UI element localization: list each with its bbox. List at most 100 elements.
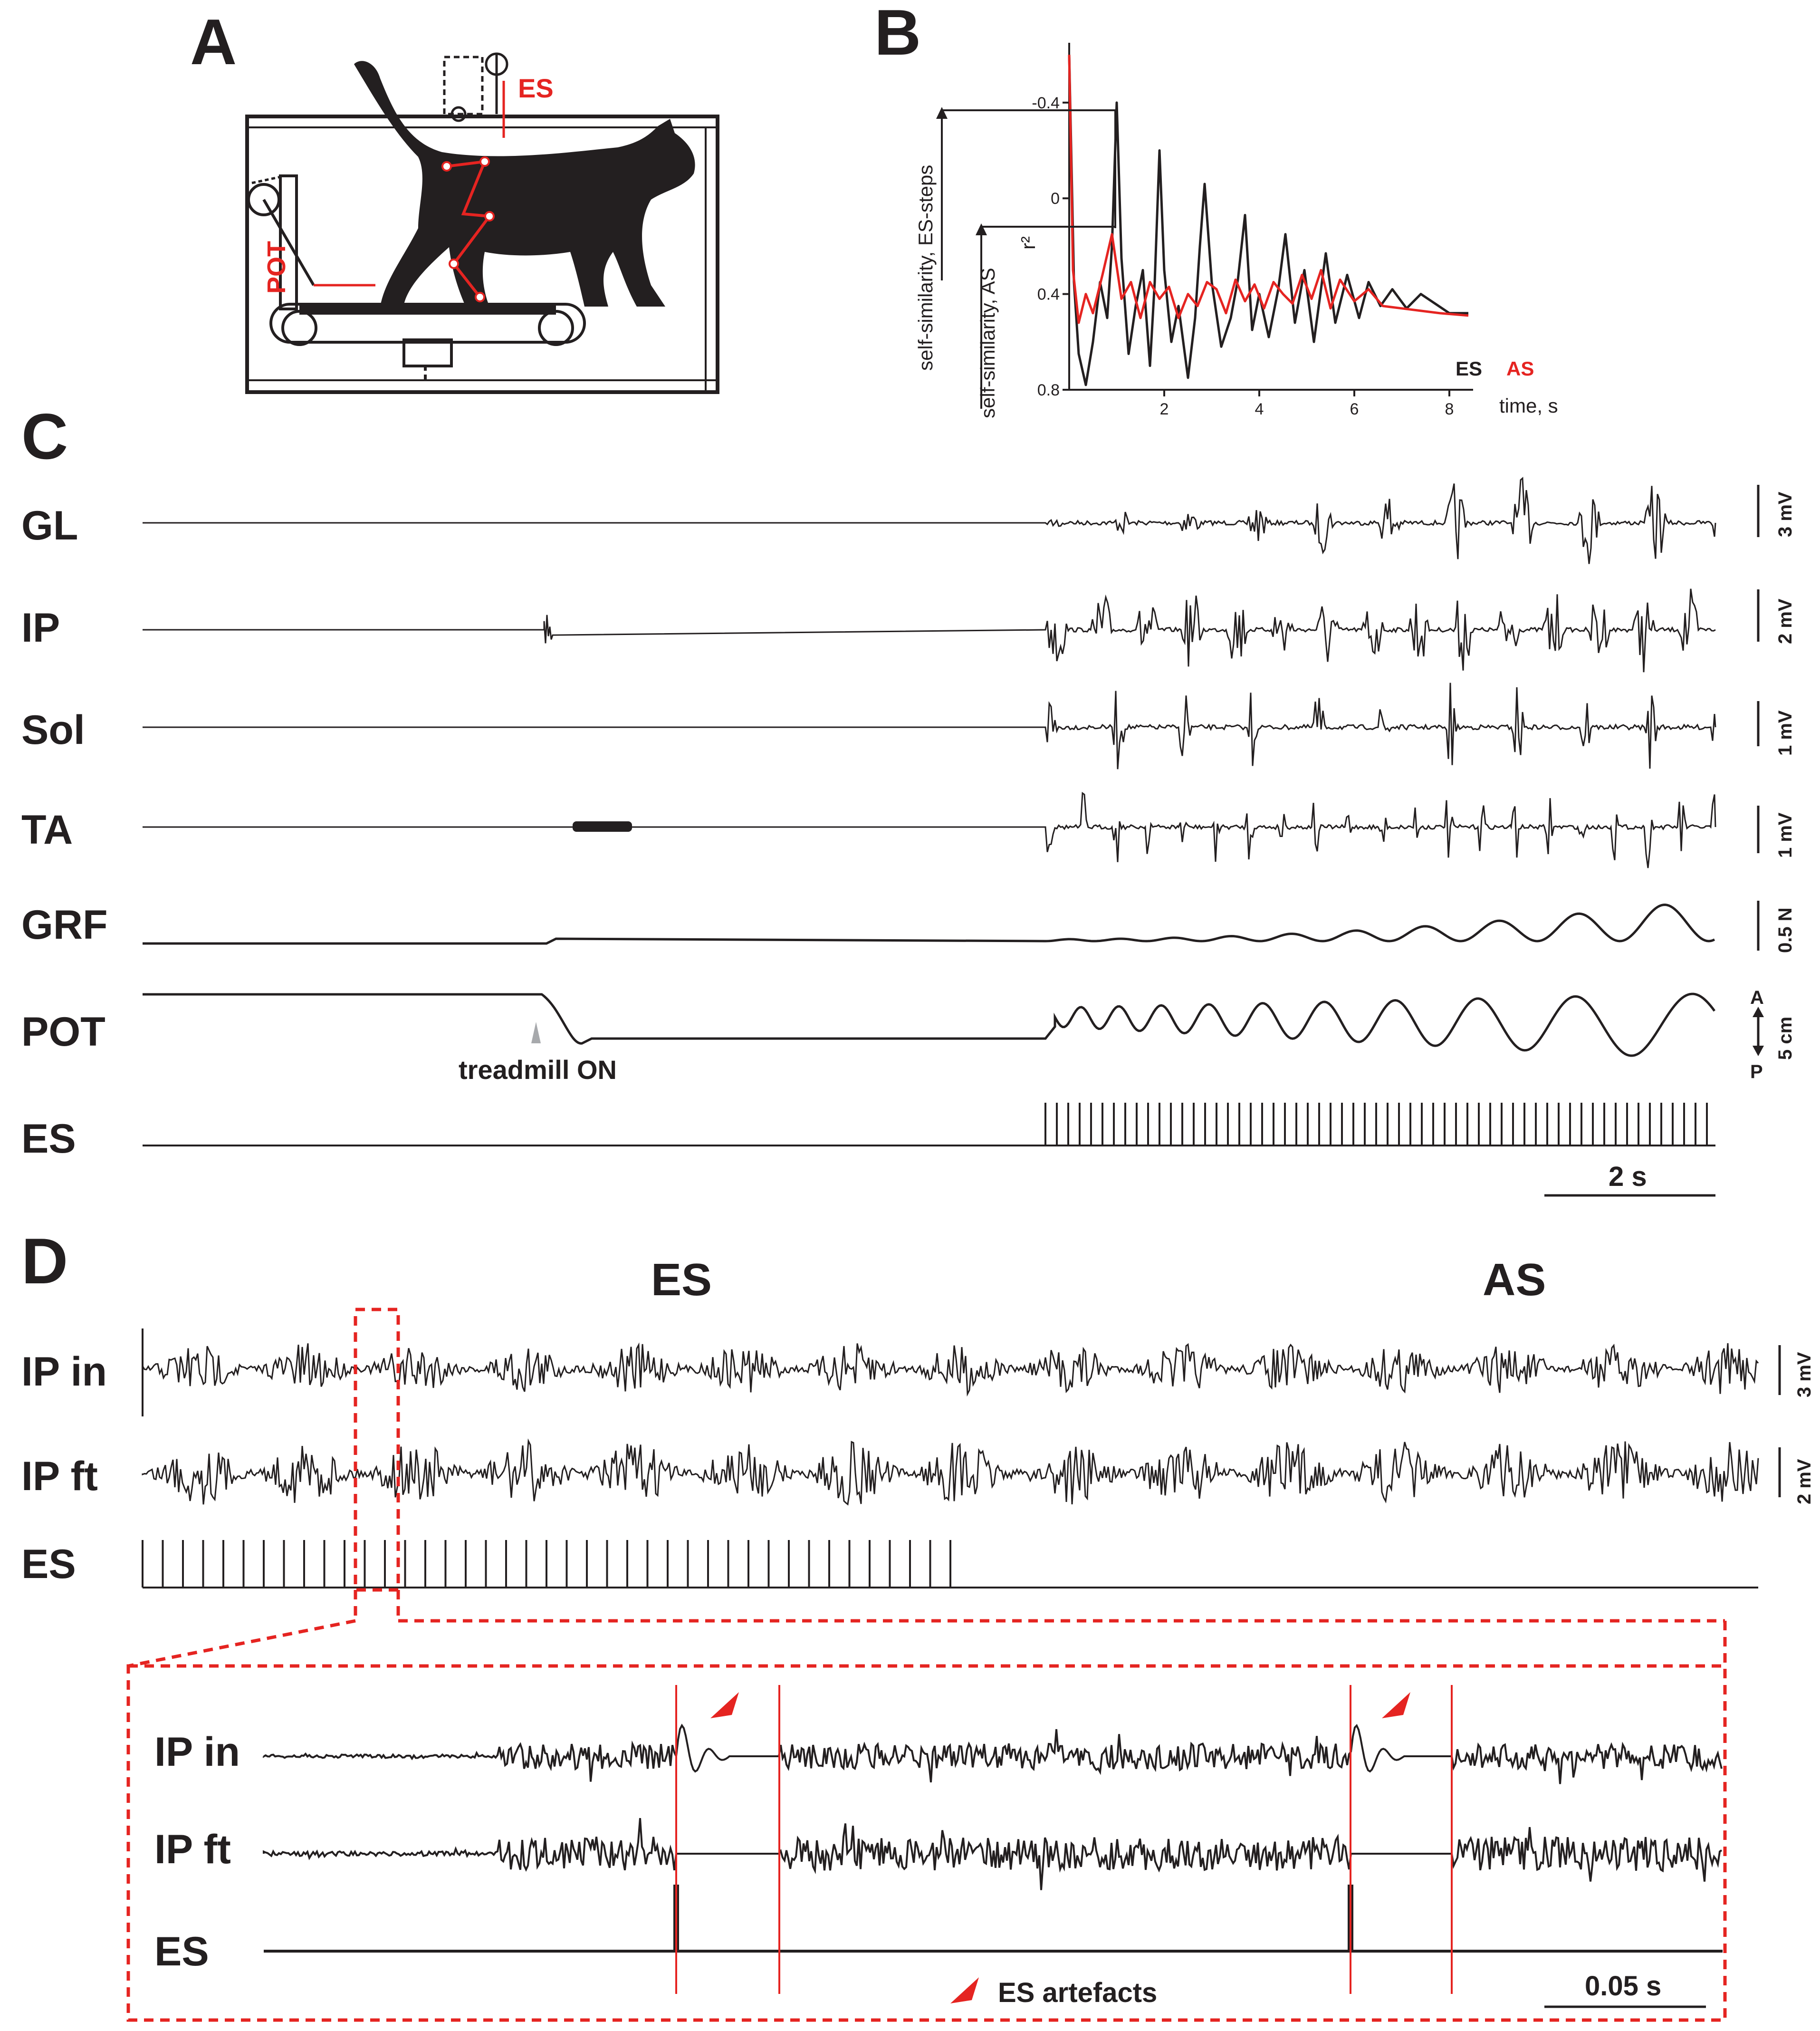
x-tick-label: 6 bbox=[1350, 400, 1359, 418]
time-bar-inset-label: 0.05 s bbox=[1585, 1971, 1661, 2002]
trace-grf bbox=[143, 904, 1715, 945]
x-tick-label: 2 bbox=[1160, 400, 1169, 418]
chart-b-r2-label: r² bbox=[1017, 236, 1039, 250]
joint-toe bbox=[475, 292, 485, 302]
trace-pot bbox=[143, 992, 1716, 1057]
legend-es: ES bbox=[1456, 357, 1482, 380]
time-bar-c-label: 2 s bbox=[1609, 1161, 1647, 1192]
trace-ip bbox=[143, 588, 1716, 673]
joint-hip bbox=[441, 161, 452, 172]
scale-pot-arrow-down bbox=[1753, 1046, 1764, 1056]
panel-d-traces bbox=[142, 1328, 1759, 1588]
scale-label-gl: 3 mV bbox=[1775, 491, 1796, 537]
x-tick-label: 4 bbox=[1255, 400, 1264, 418]
es-label-a: ES bbox=[518, 73, 554, 103]
zoom-connector-left bbox=[128, 1619, 356, 1668]
es-steps-bracket bbox=[941, 109, 1116, 280]
y-tick-label: 0 bbox=[1051, 190, 1060, 208]
as-arrowhead bbox=[976, 223, 987, 235]
scale-pot-p: P bbox=[1750, 1061, 1763, 1082]
inset-red-markers bbox=[675, 1685, 1453, 2003]
pot-spring bbox=[251, 174, 286, 184]
treadmill-roller-right bbox=[538, 310, 574, 346]
enclosure-frame bbox=[245, 115, 719, 394]
pot-wheel bbox=[247, 183, 280, 216]
scale-label-sol: 1 mV bbox=[1775, 710, 1796, 756]
trace-ip-in bbox=[142, 1342, 1759, 1397]
treadmill-stand bbox=[402, 338, 453, 367]
joint-ankle bbox=[449, 259, 459, 269]
trace-ip-ft bbox=[142, 1438, 1759, 1506]
scale-label-ip: 2 mV bbox=[1775, 598, 1796, 644]
legend-as: AS bbox=[1506, 357, 1534, 380]
joint-crest bbox=[479, 156, 490, 167]
series-line-es bbox=[1068, 55, 1468, 386]
scale-label-ip-in: 3 mV bbox=[1794, 1352, 1815, 1397]
row-label-ip-ft: IP ft bbox=[21, 1453, 98, 1499]
row-label-sol: Sol bbox=[21, 707, 85, 753]
scale-label-ip-ft: 2 mV bbox=[1794, 1459, 1815, 1504]
panel-d-header-es: ES bbox=[651, 1254, 712, 1305]
inset-label-ip-in: IP in bbox=[154, 1729, 240, 1775]
es-steps-arrowhead bbox=[936, 107, 948, 119]
y-tick-label: 0.8 bbox=[1037, 381, 1060, 399]
panel-b-label: B bbox=[874, 0, 921, 68]
chart-b-xlabel: time, s bbox=[1499, 395, 1558, 417]
series-line-as bbox=[1068, 55, 1469, 324]
stimulator-box bbox=[443, 56, 484, 116]
treadmill-platform bbox=[299, 304, 556, 315]
artefact-arrow-1 bbox=[710, 1692, 739, 1718]
panel-a-label: A bbox=[190, 6, 237, 78]
row-label-gl: GL bbox=[21, 503, 78, 549]
joint-knee bbox=[484, 211, 495, 221]
panel-c-label: C bbox=[21, 400, 68, 472]
x-tick-label: 8 bbox=[1445, 400, 1454, 418]
y-tick-label: -0.4 bbox=[1032, 94, 1060, 112]
scale-pot-arrow-up bbox=[1753, 1007, 1764, 1017]
scale-pot-a: A bbox=[1750, 987, 1764, 1008]
self-similarity-chart: 0.8 0.4 0 -0.4 2 4 6 8 self-similarity, ES-step… bbox=[914, 43, 1558, 418]
scale-label-grf: 0.5 N bbox=[1775, 907, 1796, 953]
panel-d-header-as: AS bbox=[1483, 1254, 1546, 1305]
scale-label-pot: 5 cm bbox=[1775, 1017, 1796, 1060]
inset-trace-ip-ft bbox=[263, 1818, 1723, 1890]
pot-arm bbox=[262, 199, 315, 286]
trace-gl bbox=[143, 477, 1716, 564]
inset-label-ip-ft: IP ft bbox=[154, 1827, 231, 1872]
chart-b-series bbox=[1068, 55, 1469, 386]
zoom-window bbox=[354, 1308, 400, 1592]
treadmill-on-marker bbox=[531, 1022, 541, 1043]
pot-stand-post bbox=[279, 174, 298, 310]
stimulator-hinge bbox=[450, 106, 467, 122]
row-label-ip: IP bbox=[21, 605, 60, 651]
row-label-es: ES bbox=[21, 1116, 76, 1162]
artefact-label: ES artefacts bbox=[998, 1977, 1157, 2008]
row-label-pot: POT bbox=[21, 1009, 105, 1055]
panel-c-scale-bars: 3 mV 2 mV 1 mV 1 mV 0.5 N A P 5 cm bbox=[1750, 485, 1796, 1082]
row-label-ip-in: IP in bbox=[21, 1349, 107, 1395]
panel-c-traces bbox=[143, 477, 1716, 1146]
row-label-es-d: ES bbox=[21, 1541, 76, 1587]
trace-sol bbox=[143, 683, 1716, 770]
inset-traces bbox=[263, 1723, 1723, 1953]
scale-label-ta: 1 mV bbox=[1775, 812, 1796, 858]
artefact-legend-arrow bbox=[950, 1977, 979, 2003]
panel-d-label: D bbox=[21, 1225, 68, 1297]
trace-ta bbox=[143, 791, 1716, 868]
chart-b-ylabel-inner: self-similarity, AS bbox=[977, 268, 999, 418]
panel-c-row-labels: GL IP Sol TA GRF POT ES bbox=[21, 503, 108, 1162]
inset-label-es: ES bbox=[154, 1929, 209, 1974]
y-tick-label: 0.4 bbox=[1037, 286, 1060, 304]
chart-b-ylabel-outer: self-similarity, ES-steps bbox=[914, 165, 937, 371]
inset-trace-ip-in bbox=[263, 1723, 1723, 1784]
cat-silhouette bbox=[354, 61, 695, 307]
trace-ta-blob bbox=[573, 821, 632, 832]
cat-treadmill-illustration: POT ES bbox=[245, 52, 719, 394]
hindlimb-segments bbox=[446, 160, 492, 298]
artefact-arrow-2 bbox=[1382, 1692, 1410, 1718]
pot-label-a: POT bbox=[262, 241, 291, 294]
row-label-grf: GRF bbox=[21, 902, 108, 948]
treadmill-roller-left bbox=[281, 310, 317, 346]
treadmill-on-label: treadmill ON bbox=[459, 1055, 617, 1085]
